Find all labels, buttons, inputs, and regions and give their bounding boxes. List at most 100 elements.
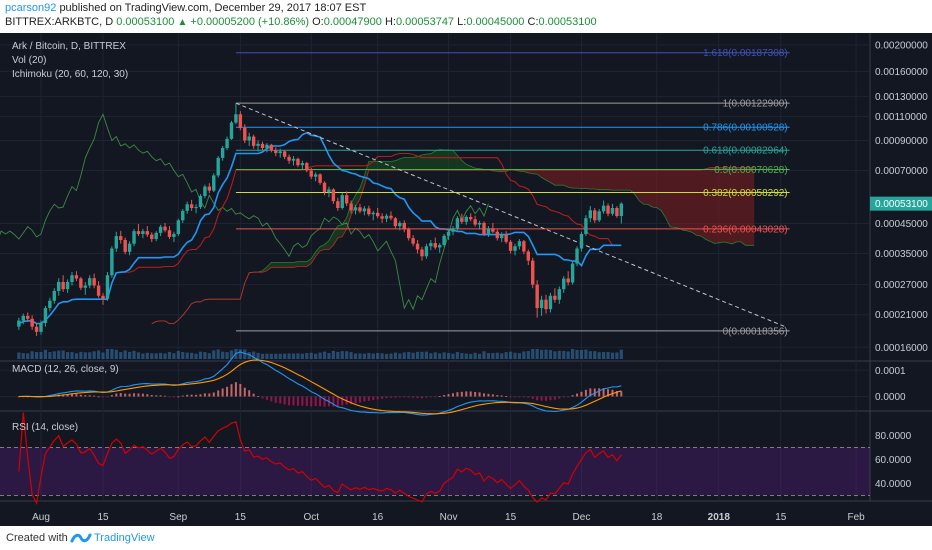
candle-body	[544, 299, 548, 310]
ichimoku-indicator-label[interactable]: Ichimoku (20, 60, 120, 30)	[12, 69, 129, 80]
volume-bar	[615, 352, 619, 359]
candle	[220, 145, 225, 161]
volume-bar	[163, 353, 167, 359]
candle-body	[504, 234, 508, 242]
fib-level-label: 0.382(0.00058292)	[703, 188, 788, 199]
candle	[145, 226, 150, 237]
candle	[491, 222, 495, 234]
volume-bar	[128, 351, 132, 359]
candle-body	[384, 215, 389, 219]
macd-histogram-bar	[128, 393, 131, 397]
close-label: C:	[527, 16, 539, 28]
candle-body	[203, 186, 207, 196]
candle-body	[216, 157, 220, 176]
volume-bar	[402, 352, 406, 359]
candle-body	[584, 218, 588, 235]
candle	[318, 173, 322, 185]
volume-bar	[571, 349, 575, 359]
author-link[interactable]: pcarson92	[5, 2, 57, 14]
fib-level-label: 0.618(0.00082964)	[703, 146, 788, 157]
candle-body	[101, 295, 105, 299]
macd-histogram-bar	[230, 384, 233, 397]
candle-body	[446, 231, 451, 236]
volume-bar	[79, 351, 83, 359]
candle	[167, 226, 172, 240]
chart-canvas[interactable]: 0.00200000 0.00160000 0.00130000 0.00110000…	[0, 33, 932, 526]
chart-area[interactable]: 0.00200000 0.00160000 0.00130000 0.00110000…	[0, 33, 932, 526]
candle-body	[79, 278, 83, 288]
candle-body	[39, 322, 43, 332]
candle-body	[83, 285, 87, 288]
candle	[553, 288, 557, 303]
macd-histogram-bar	[155, 395, 158, 397]
candle-body	[114, 236, 119, 249]
candle-body	[424, 246, 429, 257]
tradingview-logo-icon[interactable]	[70, 530, 92, 549]
candle-body	[411, 238, 415, 244]
candle-body	[486, 228, 491, 235]
macd-histogram-bar	[518, 396, 521, 398]
candle-body	[105, 275, 110, 299]
candle	[508, 239, 513, 254]
candle-body	[269, 144, 274, 151]
candle-body	[420, 249, 424, 257]
candle	[380, 213, 384, 223]
volume-bar	[362, 353, 366, 359]
macd-histogram-bar	[389, 396, 392, 398]
candle-body	[601, 205, 606, 212]
candle-body	[145, 231, 150, 235]
macd-pane-title[interactable]: MACD (12, 26, close, 9)	[12, 364, 119, 375]
candle-body	[212, 175, 216, 191]
candle-body	[566, 278, 570, 283]
candle-body	[362, 208, 367, 212]
candle-body	[194, 207, 198, 209]
rsi-pane-title[interactable]: RSI (14, close)	[12, 422, 79, 433]
volume-bar	[225, 352, 229, 359]
candle-body	[340, 195, 344, 208]
macd-histogram-bar	[460, 391, 463, 397]
volume-bar	[566, 351, 570, 359]
macd-histogram-bar	[199, 394, 202, 397]
macd-histogram-bar	[115, 393, 118, 397]
candle-body	[65, 281, 70, 290]
volume-bar	[535, 349, 539, 359]
volume-bar	[539, 349, 544, 359]
volume-bar	[34, 352, 39, 359]
macd-histogram-bar	[549, 396, 552, 401]
macd-histogram-bar	[66, 394, 69, 397]
macd-signal-line	[18, 359, 622, 415]
macd-histogram-bar	[381, 396, 384, 399]
volume-bar	[65, 352, 70, 359]
candle-body	[256, 143, 260, 146]
candle	[495, 229, 499, 241]
candle	[455, 216, 460, 231]
macd-axis-tick: 0.0000	[875, 392, 906, 403]
candle-body	[358, 207, 362, 212]
candle-body	[313, 174, 318, 177]
candle	[61, 275, 65, 292]
candle	[438, 243, 442, 253]
created-with-text: Created with	[6, 532, 68, 544]
candle-body	[282, 151, 287, 157]
macd-histogram-bar	[522, 396, 525, 398]
volume-indicator-label[interactable]: Vol (20)	[12, 55, 47, 66]
volume-bar	[322, 351, 327, 359]
candle-body	[442, 235, 446, 245]
candle	[260, 141, 265, 151]
candle-body	[265, 144, 269, 149]
macd-histogram-bar	[407, 396, 410, 398]
macd-histogram-bar	[296, 396, 299, 406]
candle-body	[43, 308, 48, 323]
main-chart-title: Ark / Bitcoin, D, BITTREX	[12, 41, 126, 52]
candle-body	[26, 315, 30, 319]
macd-histogram-bar	[332, 396, 335, 407]
candle	[353, 204, 358, 215]
candle-body	[438, 244, 442, 248]
candle	[517, 239, 522, 250]
ichimoku-cloud	[510, 167, 755, 246]
price-axis-tick: 0.00160000	[875, 67, 928, 78]
tradingview-brand-link[interactable]: TradingView	[94, 532, 155, 544]
candle	[282, 150, 287, 160]
candle-body	[30, 318, 34, 327]
macd-histogram-bar	[208, 393, 211, 397]
